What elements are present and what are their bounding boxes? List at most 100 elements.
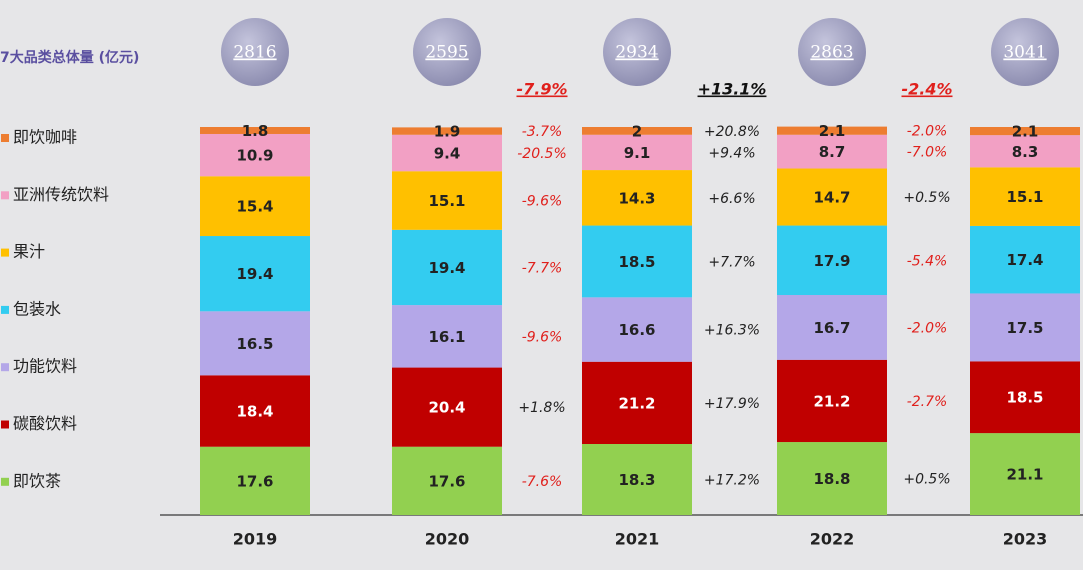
bar-segment xyxy=(392,134,502,172)
data-label: 8.3 xyxy=(1012,143,1039,161)
legend-label: 碳酸饮料 xyxy=(13,414,77,433)
chart-title: 7大品类总体量 (亿元) xyxy=(0,49,139,66)
bar-segment xyxy=(392,367,502,447)
bar-segment xyxy=(392,127,502,135)
total-label: 2863 xyxy=(810,43,853,63)
total-growth-label: +13.1% xyxy=(698,80,767,99)
bar-segment xyxy=(970,135,1080,168)
data-label: 21.2 xyxy=(813,392,850,410)
bar-segment xyxy=(970,433,1080,515)
bar-segment xyxy=(777,359,887,443)
bar-segment xyxy=(392,229,502,306)
bar-segment xyxy=(582,443,692,515)
legend-label: 果汁 xyxy=(13,242,45,261)
data-label: 9.1 xyxy=(624,144,651,162)
bar-segment xyxy=(970,225,1080,294)
bar-segment xyxy=(582,127,692,135)
growth-label: +0.5% xyxy=(903,472,950,488)
legend-swatch xyxy=(1,420,9,429)
bar-segment xyxy=(582,170,692,226)
growth-label: +6.6% xyxy=(708,191,755,207)
data-label: 17.5 xyxy=(1006,319,1043,337)
data-label: 18.5 xyxy=(1006,389,1043,407)
growth-label: -5.4% xyxy=(907,253,948,269)
data-label: 18.4 xyxy=(236,403,273,421)
bar-segment xyxy=(970,293,1080,362)
growth-label: -7.0% xyxy=(907,145,948,161)
growth-label: +7.7% xyxy=(708,254,755,270)
bar-segment xyxy=(777,225,887,296)
growth-label: -20.5% xyxy=(517,146,567,162)
growth-label: -7.7% xyxy=(522,260,563,276)
bar-segment xyxy=(392,305,502,368)
bar-segment xyxy=(777,442,887,515)
growth-label: -7.6% xyxy=(522,474,563,490)
growth-label: +16.3% xyxy=(704,323,760,339)
data-label: 18.3 xyxy=(618,471,655,489)
data-label: 14.7 xyxy=(813,189,850,207)
total-growth-label: -2.4% xyxy=(901,80,952,99)
total-circle xyxy=(798,18,866,86)
growth-label: +1.8% xyxy=(518,400,565,416)
data-label: 15.1 xyxy=(1006,188,1043,206)
total-label: 2934 xyxy=(615,43,658,63)
bar-segment xyxy=(200,375,310,447)
data-label: 14.3 xyxy=(618,189,655,207)
bar-segment xyxy=(200,311,310,376)
legend-swatch xyxy=(1,363,9,372)
data-label: 21.2 xyxy=(618,394,655,412)
data-label: 1.9 xyxy=(434,123,461,141)
data-label: 17.6 xyxy=(236,472,273,490)
data-label: 1.8 xyxy=(242,122,269,140)
data-label: 2.1 xyxy=(1012,123,1039,141)
data-label: 16.7 xyxy=(813,319,850,337)
bar-segment xyxy=(200,236,310,312)
data-label: 2 xyxy=(632,122,642,140)
legend-swatch xyxy=(1,134,9,142)
growth-label: -2.0% xyxy=(907,320,948,336)
growth-label: -2.0% xyxy=(907,124,948,140)
data-label: 19.4 xyxy=(236,265,273,283)
total-label: 2595 xyxy=(425,43,468,63)
growth-label: -2.7% xyxy=(907,394,948,410)
x-tick-label: 2019 xyxy=(233,530,278,549)
growth-label: +9.4% xyxy=(708,145,755,161)
data-label: 16.6 xyxy=(618,321,655,339)
total-label: 2816 xyxy=(233,43,276,63)
legend-label: 即饮茶 xyxy=(13,471,61,490)
data-label: 16.1 xyxy=(428,328,465,346)
data-label: 15.1 xyxy=(428,192,465,210)
bar-segment xyxy=(392,446,502,515)
legend-label: 亚洲传统饮料 xyxy=(13,185,109,204)
legend-swatch xyxy=(1,191,9,200)
data-label: 17.6 xyxy=(428,472,465,490)
total-circle xyxy=(991,18,1059,86)
total-circle xyxy=(221,18,289,86)
bar-segment xyxy=(777,126,887,135)
total-circle xyxy=(603,18,671,86)
bar-segment xyxy=(582,297,692,362)
bar-segment xyxy=(777,295,887,360)
data-label: 20.4 xyxy=(428,399,465,417)
bar-segment xyxy=(970,127,1080,136)
growth-label: +17.2% xyxy=(704,472,760,488)
bar-segment xyxy=(582,134,692,171)
data-label: 2.1 xyxy=(819,122,846,140)
growth-label: -9.6% xyxy=(522,194,563,210)
growth-label: +0.5% xyxy=(903,190,950,206)
legend-swatch xyxy=(1,305,9,314)
x-tick-label: 2020 xyxy=(425,530,470,549)
legend-label: 功能饮料 xyxy=(13,357,77,376)
bar-segment xyxy=(777,134,887,169)
bar-segment xyxy=(200,133,310,177)
bar-segment xyxy=(200,176,310,237)
data-label: 10.9 xyxy=(236,147,273,165)
legend-swatch xyxy=(1,248,9,257)
bar-segment xyxy=(777,168,887,226)
data-label: 9.4 xyxy=(434,144,461,162)
legend-label: 即饮咖啡 xyxy=(13,128,77,147)
growth-label: -9.6% xyxy=(522,329,563,345)
total-label: 3041 xyxy=(1003,43,1046,63)
bar-segment xyxy=(970,361,1080,434)
